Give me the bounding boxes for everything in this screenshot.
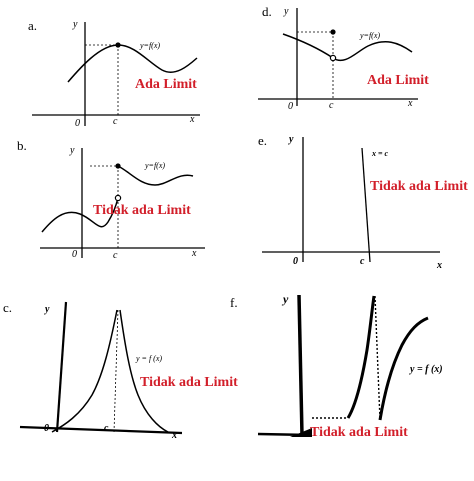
panel-label: d. <box>262 4 272 19</box>
function-label: y=f(x) <box>144 161 165 170</box>
curve-rising <box>346 295 376 419</box>
y-axis <box>297 294 304 436</box>
y-axis <box>55 301 68 433</box>
function-label: y = f (x) <box>409 364 443 375</box>
panel-label: f. <box>230 295 238 310</box>
curve-left <box>41 197 119 233</box>
caption: Tidak ada Limit <box>93 203 191 218</box>
x-axis-label: x <box>191 248 197 259</box>
function-curve <box>282 33 413 62</box>
y-axis-label: y <box>72 19 78 30</box>
origin-label: 0 <box>288 101 293 112</box>
panel-c: c. y x 0 c y = f (x) Tidak ada Limit <box>3 300 238 441</box>
origin-label: 0 <box>293 256 298 267</box>
caption: Tidak ada Limit <box>310 425 408 440</box>
panel-f: f. y y = f (x) Tidak ada Limit <box>230 292 443 440</box>
caption: Ada Limit <box>135 77 197 92</box>
origin-label: 0 <box>44 423 49 434</box>
panel-label: b. <box>17 138 27 153</box>
caption: Ada Limit <box>367 73 429 88</box>
c-label: c <box>113 250 118 261</box>
point-open <box>329 54 337 62</box>
curve-right <box>117 165 194 186</box>
y-axis-label: y <box>69 145 75 156</box>
asymptote-line <box>374 295 381 421</box>
function-label: y=f(x) <box>359 31 380 40</box>
function-label: y=f(x) <box>139 41 160 50</box>
point-filled <box>115 42 121 48</box>
panel-label: c. <box>3 300 12 315</box>
panel-label: a. <box>28 18 37 33</box>
function-curve <box>67 44 198 83</box>
y-axis-label: y <box>288 134 294 145</box>
panel-e: e. y x 0 c x = c Tidak ada Limit <box>258 133 468 271</box>
curve-right <box>378 316 429 421</box>
x-axis-label: x <box>189 114 195 125</box>
point-filled <box>115 163 121 169</box>
panel-label: e. <box>258 133 267 148</box>
x-axis <box>19 425 183 435</box>
c-label: c <box>104 423 109 434</box>
c-label: c <box>360 256 365 267</box>
c-label: c <box>329 100 334 111</box>
x-axis-label: x <box>171 430 177 441</box>
asymptote-line <box>113 309 119 433</box>
curve-right <box>119 309 169 433</box>
corner-fill <box>290 428 312 437</box>
function-label: x = c <box>371 149 389 158</box>
x-axis-label: x <box>436 260 442 271</box>
caption: Tidak ada Limit <box>140 375 238 390</box>
x-axis-label: x <box>407 98 413 109</box>
caption: Tidak ada Limit <box>370 179 468 194</box>
y-axis-label: y <box>44 304 50 315</box>
y-axis-label: y <box>281 292 289 306</box>
function-label: y = f (x) <box>135 354 162 363</box>
origin-label: 0 <box>72 249 77 260</box>
panel-d: d. y x 0 c y=f(x) Ada Limit <box>258 4 429 112</box>
point-open <box>114 194 122 202</box>
c-label: c <box>113 116 118 127</box>
panel-a: a. y x 0 c y=f(x) Ada Limit <box>28 18 200 129</box>
vertical-line-x-c <box>361 147 371 263</box>
curve-left <box>51 309 118 433</box>
origin-label: 0 <box>75 118 80 129</box>
panel-b: b. y x 0 c y=f(x) Tidak ada Limit <box>17 138 205 261</box>
point-filled <box>330 29 336 35</box>
y-axis-label: y <box>283 6 289 17</box>
